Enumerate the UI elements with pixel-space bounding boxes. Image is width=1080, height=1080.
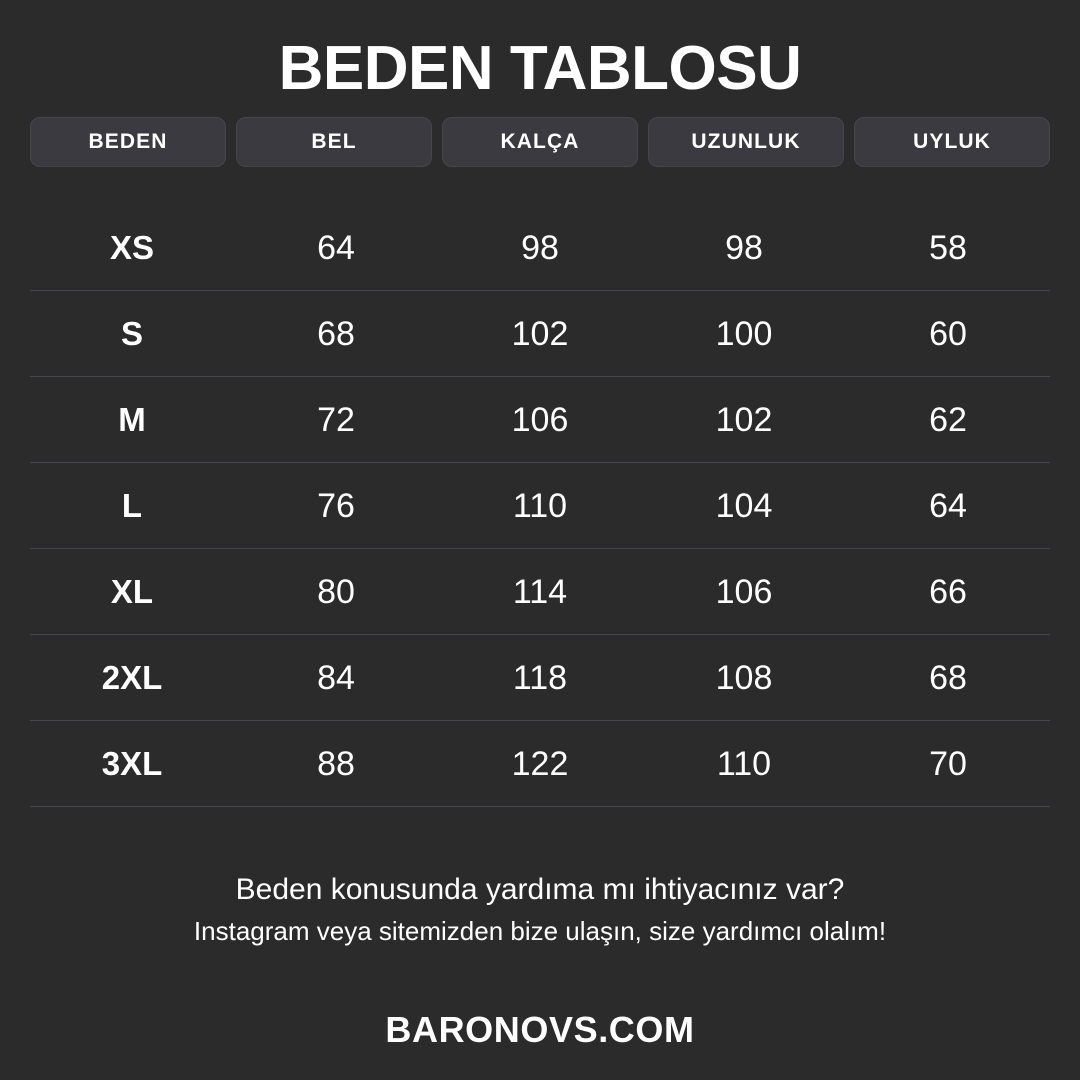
table-header-row: BEDEN BEL KALÇA UZUNLUK UYLUK: [30, 117, 1050, 168]
column-header-label: BEL: [311, 130, 357, 154]
cell-uyluk: 68: [929, 658, 967, 697]
cell-kalca: 98: [521, 228, 559, 267]
table-row: XS 64 98 98 58: [30, 205, 1050, 292]
table-row: 2XL 84 118 108 68: [30, 635, 1050, 722]
cell-kalca: 102: [511, 314, 569, 353]
cell-uzunluk: 100: [715, 314, 773, 353]
cell-uyluk: 62: [929, 400, 967, 439]
cell-uyluk: 70: [929, 744, 967, 783]
table-row: M 72 106 102 62: [30, 377, 1050, 464]
column-header-kalca: KALÇA: [442, 117, 638, 168]
column-header-label: KALÇA: [500, 130, 580, 154]
cell-size: M: [118, 401, 146, 439]
column-header-label: UZUNLUK: [691, 130, 801, 154]
footer-question: Beden konusunda yardıma mı ihtiyacınız v…: [235, 873, 845, 907]
brand-website: BARONOVS.COM: [385, 1009, 695, 1051]
cell-uzunluk: 98: [725, 228, 763, 267]
cell-kalca: 106: [511, 400, 569, 439]
footer-contact: Instagram veya sitemizden bize ulaşın, s…: [193, 915, 887, 946]
cell-size: 2XL: [101, 659, 163, 697]
cell-size: S: [120, 315, 143, 353]
cell-bel: 64: [317, 228, 355, 267]
cell-uzunluk: 102: [715, 400, 773, 439]
table-row: XL 80 114 106 66: [30, 549, 1050, 636]
column-header-bel: BEL: [236, 117, 432, 168]
cell-uzunluk: 108: [715, 658, 773, 697]
cell-bel: 84: [317, 658, 355, 697]
table-row: 3XL 88 122 110 70: [30, 721, 1050, 808]
size-table: XS 64 98 98 58 S 68 102 100 60 M 72 106 …: [30, 205, 1050, 808]
cell-bel: 76: [317, 486, 355, 525]
cell-uzunluk: 104: [715, 486, 773, 525]
column-header-label: BEDEN: [88, 130, 168, 154]
column-header-beden: BEDEN: [30, 117, 226, 168]
cell-size: L: [121, 487, 143, 525]
cell-bel: 68: [317, 314, 355, 353]
cell-kalca: 122: [511, 744, 569, 783]
cell-size: XL: [110, 573, 154, 611]
column-header-uyluk: UYLUK: [854, 117, 1050, 168]
cell-bel: 88: [317, 744, 355, 783]
cell-size: XS: [109, 229, 155, 267]
cell-uzunluk: 110: [716, 744, 772, 783]
table-row: S 68 102 100 60: [30, 291, 1050, 378]
cell-kalca: 114: [512, 572, 568, 611]
cell-uzunluk: 106: [715, 572, 773, 611]
page-title: BEDEN TABLOSU: [278, 34, 802, 103]
cell-uyluk: 66: [929, 572, 967, 611]
cell-uyluk: 60: [929, 314, 967, 353]
column-header-uzunluk: UZUNLUK: [648, 117, 844, 168]
cell-bel: 80: [317, 572, 355, 611]
table-row: L 76 110 104 64: [30, 463, 1050, 550]
cell-size: 3XL: [101, 745, 163, 783]
cell-uyluk: 58: [929, 228, 967, 267]
cell-kalca: 118: [512, 658, 568, 697]
cell-kalca: 110: [512, 486, 568, 525]
cell-uyluk: 64: [929, 486, 967, 525]
cell-bel: 72: [317, 400, 355, 439]
column-header-label: UYLUK: [913, 130, 991, 154]
footer-help-text: Beden konusunda yardıma mı ihtiyacınız v…: [194, 871, 886, 947]
